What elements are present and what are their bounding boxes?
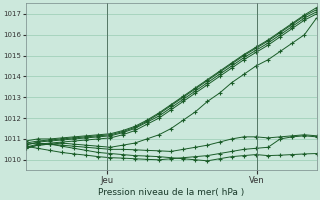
X-axis label: Pression niveau de la mer( hPa ): Pression niveau de la mer( hPa ): [98, 188, 244, 197]
